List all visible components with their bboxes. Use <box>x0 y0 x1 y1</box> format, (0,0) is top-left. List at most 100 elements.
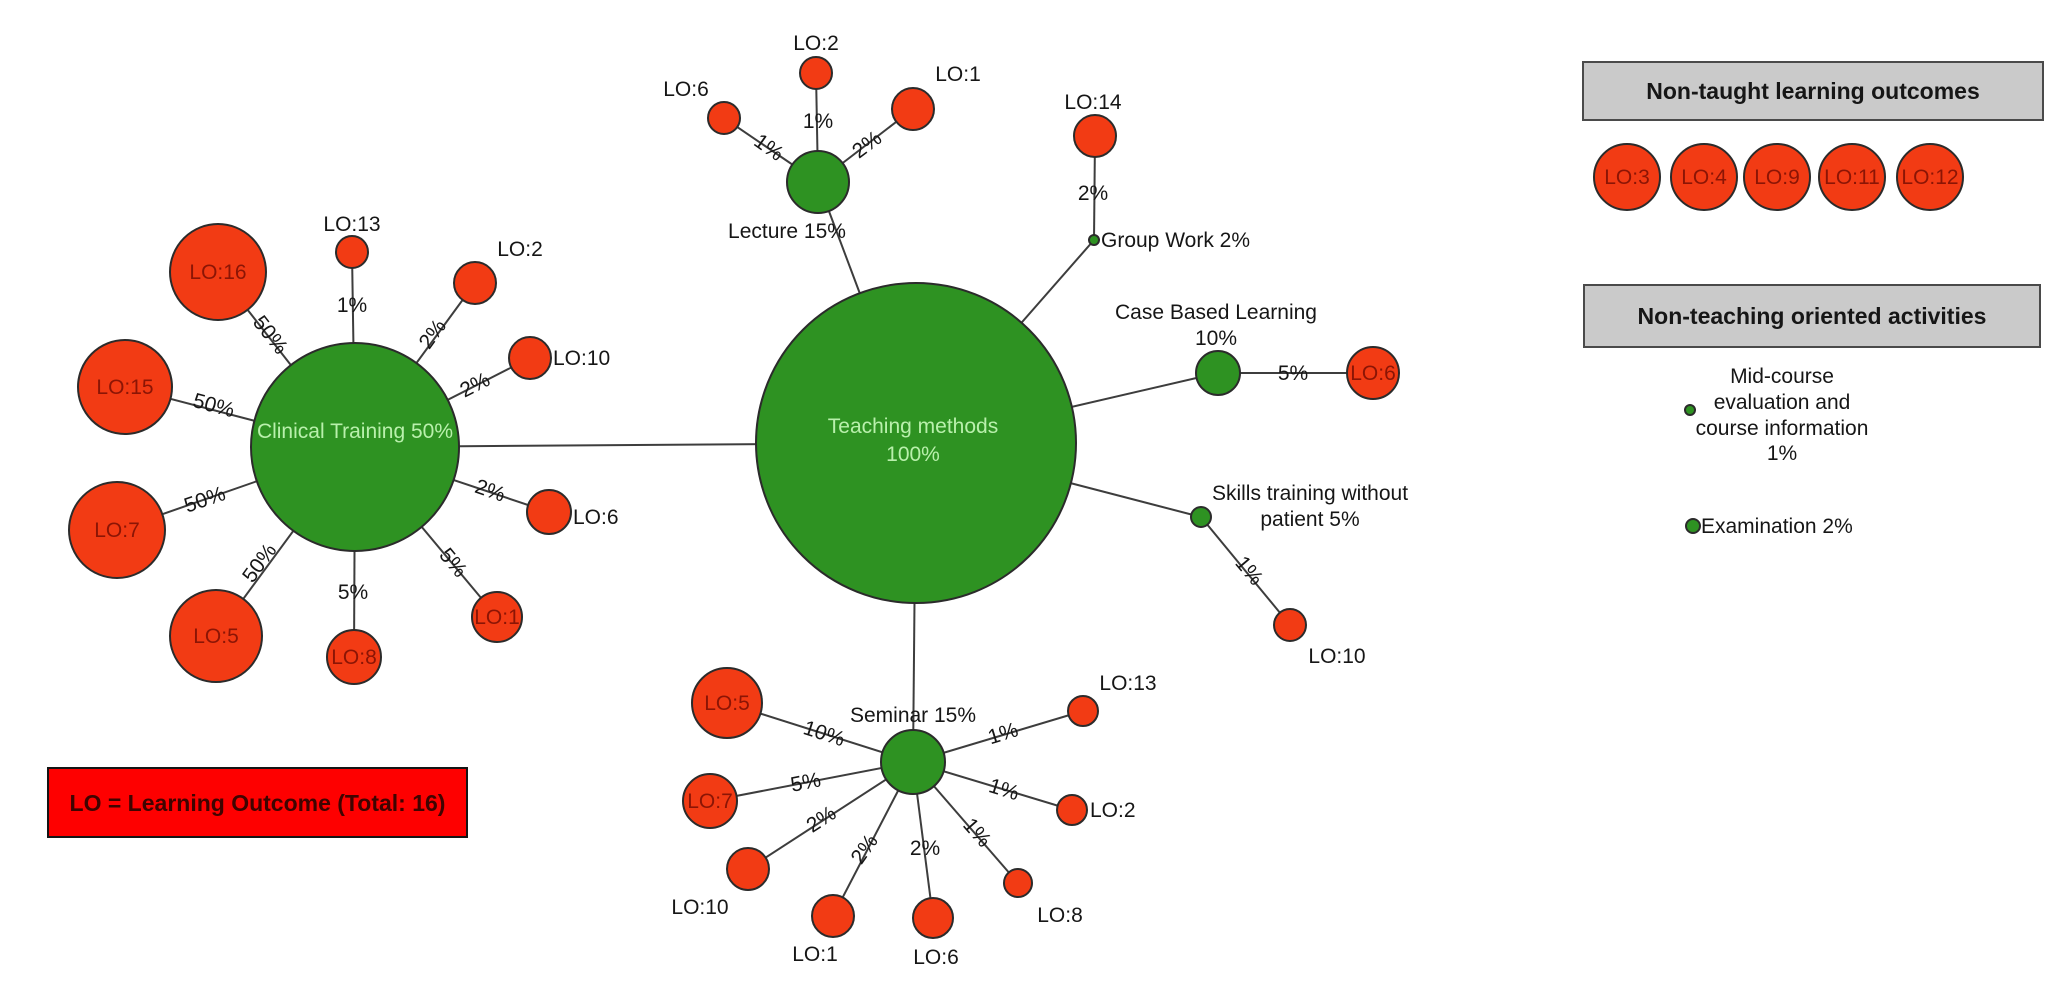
node-seminar <box>880 729 946 795</box>
node-lo3-legend <box>1593 143 1661 211</box>
node-lo8-clinical <box>326 629 382 685</box>
label-case-based-learning: 10% <box>1195 327 1237 350</box>
label-lo1-clinical: LO:1 <box>474 606 520 629</box>
label-lo9-legend: LO:9 <box>1754 166 1800 189</box>
node-case-based-learning <box>1195 350 1241 396</box>
mid-course-label: Mid-course <box>1730 365 1834 388</box>
lo-key-label: LO = Learning Outcome (Total: 16) <box>70 790 446 816</box>
label-lo6-lecture: LO:6 <box>663 78 709 101</box>
node-examination-dot <box>1685 518 1701 534</box>
label-group-work: Group Work 2% <box>1101 229 1250 252</box>
lo-key <box>47 767 468 838</box>
label-lo10-seminar: LO:10 <box>671 896 728 919</box>
node-lo1-lecture <box>891 87 935 131</box>
node-clinical-training <box>250 342 460 552</box>
node-lo10-skills <box>1273 608 1307 642</box>
node-lo14-group-work <box>1073 114 1117 158</box>
edge-percentage-label: 10% <box>800 716 847 751</box>
label-lo13-clinical: LO:13 <box>323 213 380 236</box>
label-lo7-seminar: LO:7 <box>687 790 733 813</box>
edge-percentage-label: 5% <box>789 768 823 796</box>
node-lo6-lecture <box>707 101 741 135</box>
node-lo9-legend <box>1743 143 1811 211</box>
label-teaching-methods: Teaching methods <box>828 415 998 438</box>
edge-percentage-label: 1% <box>337 294 367 317</box>
label-lo4-legend: LO:4 <box>1681 166 1727 189</box>
edge-percentage-label: 2% <box>847 830 883 868</box>
label-lo2-clinical: LO:2 <box>497 238 543 261</box>
label-lo5-seminar: LO:5 <box>704 692 750 715</box>
node-lo2-lecture <box>799 56 833 90</box>
label-lo1-seminar: LO:1 <box>792 943 838 966</box>
label-lo7-clinical: LO:7 <box>94 519 140 542</box>
label-lo10-skills: LO:10 <box>1308 645 1365 668</box>
node-lo7-seminar <box>682 773 738 829</box>
label-lo15-clinical: LO:15 <box>96 376 153 399</box>
edge-percentage-label: 2% <box>456 368 493 402</box>
label-lo10-clinical: LO:10 <box>553 347 610 370</box>
label-lo5-clinical: LO:5 <box>193 625 239 648</box>
label-lo13-seminar: LO:13 <box>1099 672 1156 695</box>
edge-percentage-label: 1% <box>986 774 1022 805</box>
node-teaching-methods <box>755 282 1077 604</box>
node-lo6-seminar <box>912 897 954 939</box>
node-lo1-clinical <box>471 591 523 643</box>
node-lo2-seminar <box>1056 794 1088 826</box>
node-lo8-seminar <box>1003 868 1033 898</box>
mid-course-label: evaluation and <box>1714 391 1851 414</box>
edge-percentage-label: 2% <box>472 475 508 507</box>
edge-percentage-label: 2% <box>802 802 840 838</box>
edge-percentage-label: 50% <box>238 539 281 587</box>
edge-percentage-label: 2% <box>415 315 451 353</box>
edge-percentage-label: 2% <box>910 837 940 860</box>
node-lo7-clinical <box>68 481 166 579</box>
label-lo6-clinical: LO:6 <box>573 506 619 529</box>
node-lo4-legend <box>1670 143 1738 211</box>
label-lo12-legend: LO:12 <box>1901 166 1958 189</box>
node-lo5-seminar <box>691 667 763 739</box>
node-mid-course-dot <box>1684 404 1696 416</box>
label-lo16-clinical: LO:16 <box>189 261 246 284</box>
legend-texts-layer: Mid-course evaluation and course informati… <box>1696 365 1869 538</box>
label-lo2-seminar: LO:2 <box>1090 799 1136 822</box>
edge-percentage-label: 2% <box>1078 182 1108 205</box>
edge-percentage-label: 1% <box>750 130 788 166</box>
node-lecture <box>786 150 850 214</box>
edge-percentage-label: 1% <box>803 110 833 133</box>
edge-line <box>1200 516 1291 626</box>
non-taught-header-label: Non-taught learning outcomes <box>1646 78 1980 104</box>
label-lo11-legend: LO:11 <box>1824 166 1880 189</box>
node-lo11-legend <box>1818 143 1886 211</box>
label-lecture: Lecture 15% <box>728 220 846 243</box>
mid-course-label: 1% <box>1767 442 1797 465</box>
node-lo6-case-based <box>1346 346 1400 400</box>
non-taught-header <box>1582 61 2044 121</box>
legend-boxes-layer: Non-taught learning outcomes Non-teaching… <box>47 61 2044 838</box>
node-skills-training <box>1190 506 1212 528</box>
label-lo8-seminar: LO:8 <box>1037 904 1083 927</box>
label-lo6-seminar: LO:6 <box>913 946 959 969</box>
examination-label: Examination 2% <box>1701 515 1853 538</box>
mid-course-label: course information <box>1696 417 1869 440</box>
label-clinical-training: Clinical Training 50% <box>257 420 453 443</box>
node-lo10-clinical <box>508 336 552 380</box>
non-teaching-header-label: Non-teaching oriented activities <box>1638 303 1987 329</box>
node-lo5-clinical <box>169 589 263 683</box>
label-lo2-lecture: LO:2 <box>793 32 839 55</box>
non-teaching-header <box>1583 284 2041 348</box>
node-group-work <box>1088 234 1100 246</box>
nodes-layer <box>68 56 1964 939</box>
node-lo12-legend <box>1896 143 1964 211</box>
node-lo13-clinical <box>335 235 369 269</box>
edge-percentage-label: 2% <box>848 126 886 163</box>
edge-percentage-label: 1% <box>1230 552 1267 590</box>
node-labels-layer: Teaching methods 100% Clinical Training 50… <box>94 32 1958 969</box>
node-lo13-seminar <box>1067 695 1099 727</box>
label-skills-training: patient 5% <box>1260 508 1359 531</box>
edge-line <box>709 761 914 802</box>
label-lo14-group-work: LO:14 <box>1064 91 1122 114</box>
edge-percentage-label: 5% <box>1278 362 1308 385</box>
node-lo1-seminar <box>811 894 855 938</box>
